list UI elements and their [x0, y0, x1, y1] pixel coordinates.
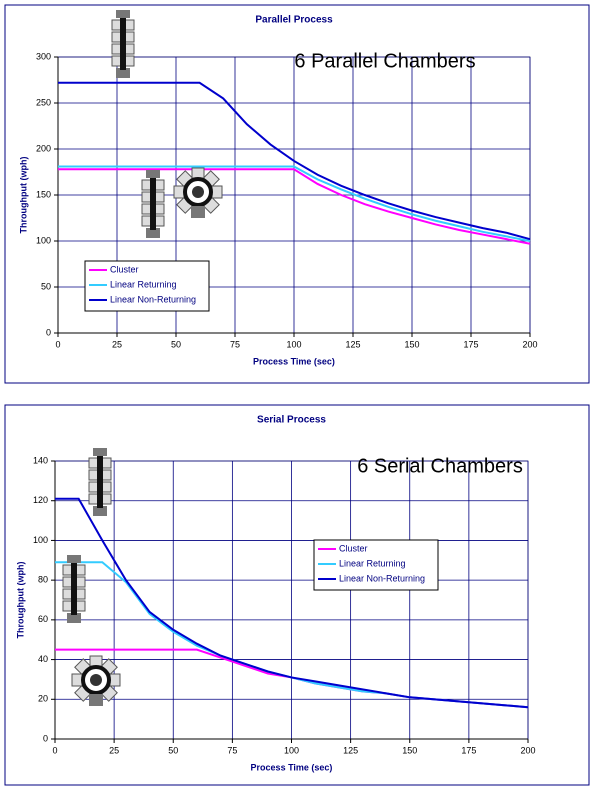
- x-tick-label: 125: [345, 339, 360, 349]
- legend-label: Linear Returning: [110, 279, 177, 289]
- x-tick-label: 25: [109, 745, 119, 755]
- y-tick-label: 0: [46, 327, 51, 337]
- y-tick-label: 40: [38, 654, 48, 664]
- y-tick-label: 100: [33, 535, 48, 545]
- x-tick-label: 100: [284, 745, 299, 755]
- legend-label: Linear Non-Returning: [339, 573, 425, 583]
- legend-label: Linear Non-Returning: [110, 294, 196, 304]
- x-tick-label: 200: [522, 339, 537, 349]
- x-tick-label: 150: [404, 339, 419, 349]
- y-tick-label: 80: [38, 575, 48, 585]
- x-tick-label: 50: [168, 745, 178, 755]
- x-axis-title: Process Time (sec): [251, 762, 333, 772]
- y-tick-label: 300: [36, 51, 51, 61]
- annotation: 6 Serial Chambers: [357, 455, 523, 477]
- y-tick-label: 200: [36, 143, 51, 153]
- x-tick-label: 25: [112, 339, 122, 349]
- chart-title: Serial Process: [257, 415, 326, 426]
- x-tick-label: 0: [55, 339, 60, 349]
- x-tick-label: 100: [286, 339, 301, 349]
- y-axis-title: Throughput (wph): [15, 562, 25, 639]
- y-tick-label: 250: [36, 97, 51, 107]
- x-tick-label: 0: [52, 745, 57, 755]
- legend-label: Linear Returning: [339, 558, 406, 568]
- y-tick-label: 140: [33, 455, 48, 465]
- x-tick-label: 75: [227, 745, 237, 755]
- x-tick-label: 150: [402, 745, 417, 755]
- x-tick-label: 175: [463, 339, 478, 349]
- y-tick-label: 100: [36, 235, 51, 245]
- x-tick-label: 175: [461, 745, 476, 755]
- x-tick-label: 200: [520, 745, 535, 755]
- x-axis-title: Process Time (sec): [253, 356, 335, 366]
- page: Parallel Process050100150200250300025507…: [0, 0, 593, 790]
- legend-label: Cluster: [110, 264, 139, 274]
- y-tick-label: 0: [43, 733, 48, 743]
- legend-label: Cluster: [339, 543, 368, 553]
- annotation: 6 Parallel Chambers: [294, 50, 475, 72]
- y-tick-label: 20: [38, 694, 48, 704]
- y-tick-label: 60: [38, 614, 48, 624]
- x-tick-label: 125: [343, 745, 358, 755]
- chart-title: Parallel Process: [255, 15, 333, 26]
- y-tick-label: 50: [41, 281, 51, 291]
- y-tick-label: 120: [33, 495, 48, 505]
- x-tick-label: 50: [171, 339, 181, 349]
- y-axis-title: Throughput (wph): [18, 157, 28, 234]
- x-tick-label: 75: [230, 339, 240, 349]
- y-tick-label: 150: [36, 189, 51, 199]
